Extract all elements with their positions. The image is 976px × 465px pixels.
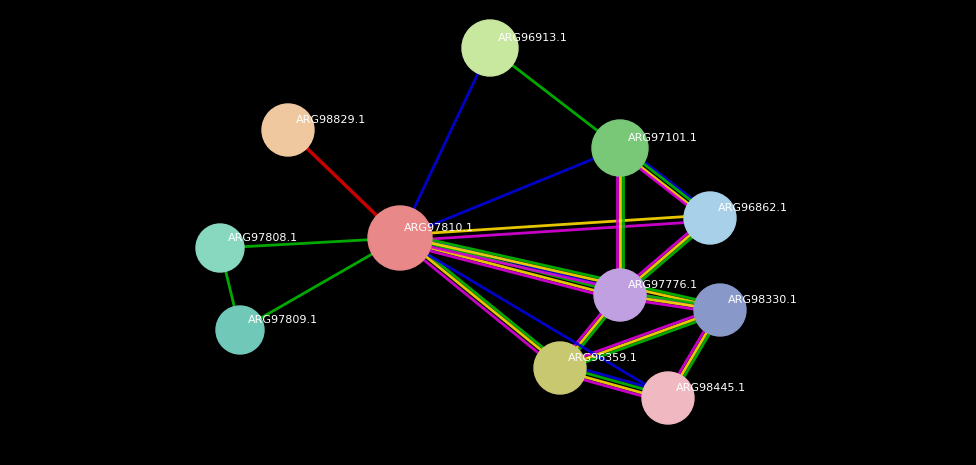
Text: ARG97808.1: ARG97808.1 — [228, 233, 298, 243]
Text: ARG98330.1: ARG98330.1 — [728, 295, 797, 305]
Circle shape — [216, 306, 264, 354]
Circle shape — [592, 120, 648, 176]
Circle shape — [534, 342, 586, 394]
Text: ARG98829.1: ARG98829.1 — [296, 115, 366, 125]
Circle shape — [262, 104, 314, 156]
Text: ARG97809.1: ARG97809.1 — [248, 315, 318, 325]
Text: ARG97776.1: ARG97776.1 — [628, 280, 698, 290]
Circle shape — [684, 192, 736, 244]
Text: ARG96359.1: ARG96359.1 — [568, 353, 638, 363]
Text: ARG97101.1: ARG97101.1 — [628, 133, 698, 143]
Circle shape — [694, 284, 746, 336]
Circle shape — [642, 372, 694, 424]
Circle shape — [462, 20, 518, 76]
Text: ARG96862.1: ARG96862.1 — [718, 203, 788, 213]
Text: ARG98445.1: ARG98445.1 — [676, 383, 746, 393]
Text: ARG96913.1: ARG96913.1 — [498, 33, 568, 43]
Circle shape — [594, 269, 646, 321]
Circle shape — [368, 206, 432, 270]
Text: ARG97810.1: ARG97810.1 — [404, 223, 474, 233]
Circle shape — [196, 224, 244, 272]
